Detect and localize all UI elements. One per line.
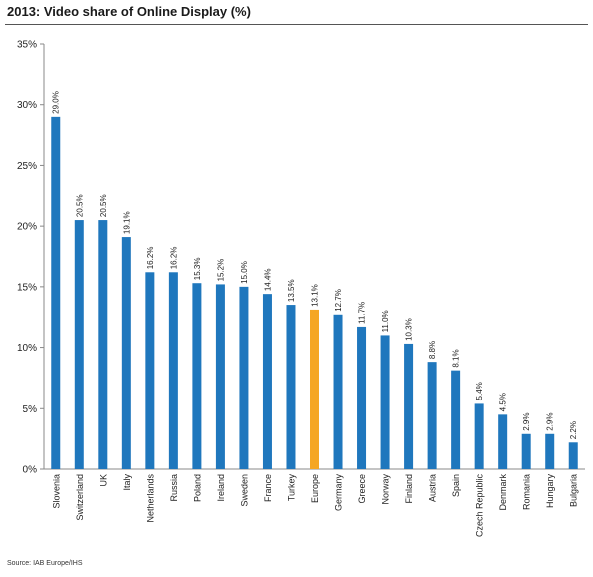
x-tick-label: Norway	[381, 474, 391, 505]
x-tick-label: UK	[98, 474, 108, 487]
data-label: 13.1%	[311, 284, 320, 307]
data-label: 15.3%	[193, 258, 202, 281]
data-label: 20.5%	[75, 194, 84, 217]
bar	[474, 403, 484, 469]
bar	[121, 237, 131, 469]
x-tick-label: Russia	[169, 474, 179, 502]
x-tick-label: Spain	[451, 474, 461, 497]
bar	[357, 326, 367, 469]
data-label: 15.2%	[216, 259, 225, 282]
x-tick-label: Italy	[122, 474, 132, 491]
x-tick-label: Finland	[404, 474, 414, 504]
x-tick-label: Europe	[310, 474, 320, 503]
title-divider	[5, 24, 588, 25]
x-tick-label: Hungary	[545, 474, 555, 509]
bar	[51, 116, 61, 469]
data-label: 8.8%	[428, 341, 437, 359]
data-label: 13.5%	[287, 279, 296, 302]
bar	[98, 220, 108, 469]
x-tick-label: Bulgaria	[569, 474, 579, 507]
bar	[215, 284, 225, 469]
y-tick-label: 20%	[17, 222, 37, 233]
bar	[168, 272, 178, 469]
x-tick-label: Romania	[522, 474, 532, 510]
bar	[310, 309, 319, 469]
data-label: 12.7%	[334, 289, 343, 312]
data-label: 2.2%	[569, 421, 578, 439]
data-label: 19.1%	[122, 211, 131, 234]
x-tick-label: Denmark	[498, 474, 508, 511]
bar	[521, 433, 531, 469]
x-tick-label: Poland	[192, 474, 202, 502]
data-label: 20.5%	[99, 194, 108, 217]
chart-title: 2013: Video share of Online Display (%)	[7, 4, 251, 19]
bar	[380, 335, 390, 469]
data-label: 11.7%	[358, 302, 367, 324]
bar	[145, 272, 155, 469]
bar	[74, 220, 84, 469]
data-label: 2.9%	[522, 413, 531, 431]
data-label: 14.4%	[263, 268, 272, 291]
x-tick-label: Ireland	[216, 474, 226, 502]
data-label: 5.4%	[475, 382, 484, 400]
x-tick-label: Netherlands	[145, 474, 155, 523]
bar	[545, 433, 555, 469]
x-tick-label: France	[263, 474, 273, 502]
bar	[333, 314, 343, 469]
data-label: 8.1%	[452, 349, 461, 367]
data-label: 11.0%	[381, 310, 390, 332]
y-tick-label: 15%	[17, 282, 37, 293]
bar	[404, 343, 414, 469]
data-label: 4.5%	[499, 393, 508, 411]
x-tick-label: Czech Republic	[475, 474, 485, 538]
bar	[239, 286, 249, 469]
y-tick-label: 25%	[17, 161, 37, 172]
x-tick-label: Greece	[357, 474, 367, 504]
x-tick-label: Turkey	[286, 474, 296, 502]
bar	[262, 294, 272, 469]
data-label: 15.0%	[240, 261, 249, 284]
y-tick-label: 5%	[23, 404, 38, 415]
bar	[568, 442, 578, 469]
source-note: Source: IAB Europe/IHS	[7, 560, 83, 567]
x-tick-label: Sweden	[239, 474, 249, 507]
bar	[451, 370, 461, 469]
x-tick-label: Switzerland	[75, 474, 85, 521]
data-label: 10.3%	[405, 318, 414, 341]
y-tick-label: 30%	[17, 100, 37, 111]
x-tick-label: Austria	[428, 474, 438, 502]
bar	[427, 362, 437, 469]
x-tick-label: Germany	[334, 474, 344, 512]
bar	[498, 414, 508, 469]
data-label: 16.2%	[146, 247, 155, 270]
data-label: 16.2%	[169, 247, 178, 270]
bar	[286, 305, 296, 469]
x-tick-label: Slovenia	[51, 474, 61, 509]
y-tick-label: 10%	[17, 343, 37, 354]
bar	[192, 283, 202, 469]
data-label: 2.9%	[546, 413, 555, 431]
y-tick-label: 0%	[23, 465, 38, 476]
data-label: 29.0%	[52, 91, 61, 114]
y-tick-label: 35%	[17, 40, 37, 51]
